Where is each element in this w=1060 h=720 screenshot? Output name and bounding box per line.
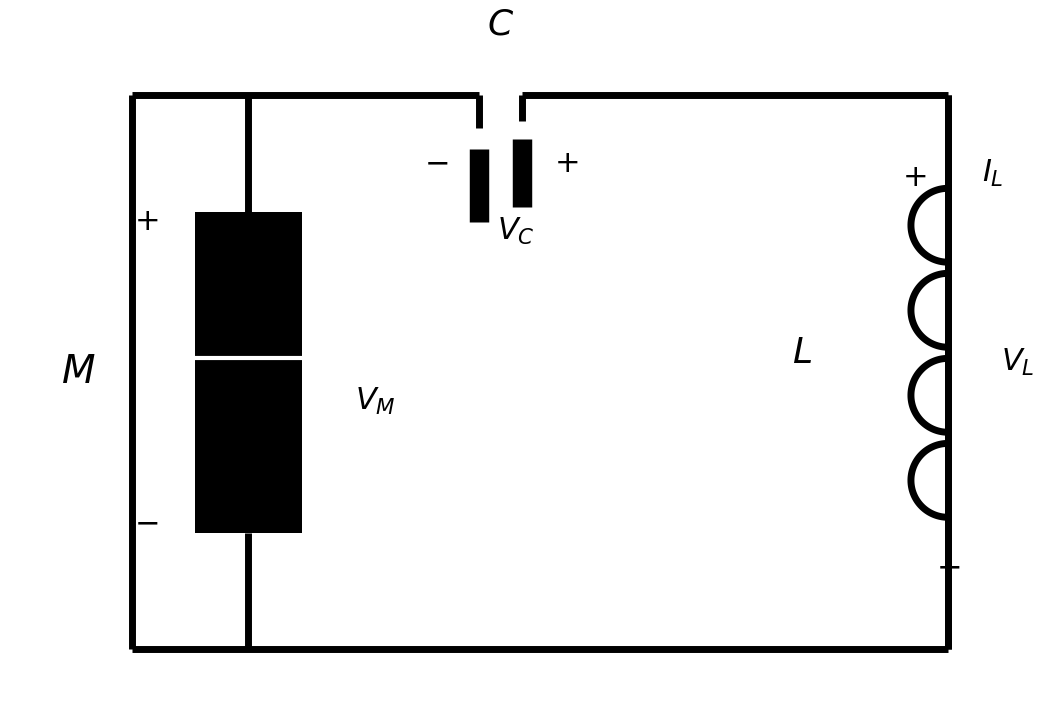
Text: $I_L$: $I_L$ [982,158,1004,189]
Text: $V_C$: $V_C$ [496,216,534,247]
Text: $L$: $L$ [792,336,812,370]
Text: $+$: $+$ [134,207,158,236]
Text: $-$: $-$ [134,508,158,537]
Text: $C$: $C$ [488,8,514,42]
Text: $V_L$: $V_L$ [1002,347,1035,378]
Text: $+$: $+$ [902,163,926,192]
Text: $+$: $+$ [553,149,578,178]
Text: $M$: $M$ [60,354,95,391]
Bar [195,212,302,533]
Text: $V_M$: $V_M$ [355,386,395,417]
Text: $-$: $-$ [936,552,960,581]
Text: $-$: $-$ [424,149,448,178]
